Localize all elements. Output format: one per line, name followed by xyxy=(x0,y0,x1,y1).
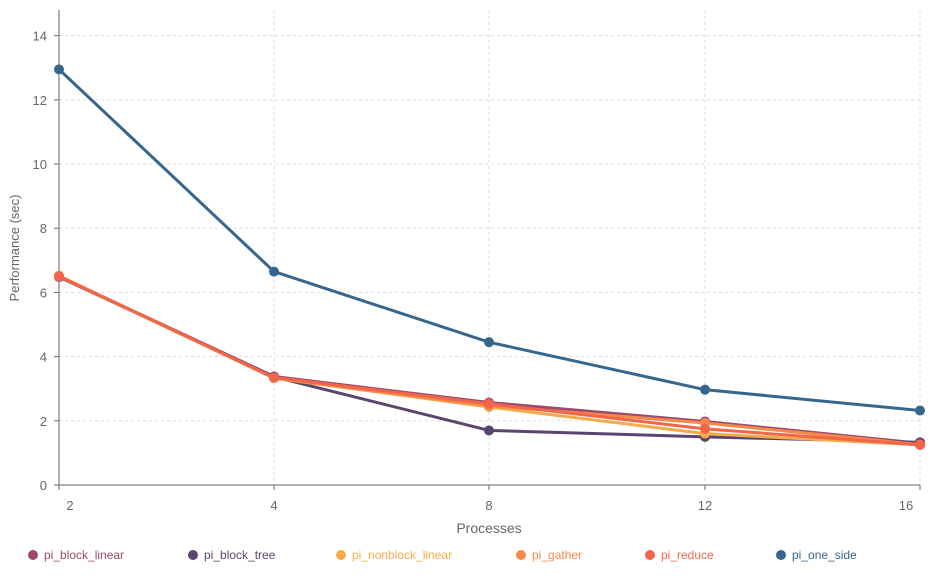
legend-item-pi_one_side[interactable]: pi_one_side xyxy=(776,548,857,562)
legend-label: pi_reduce xyxy=(661,548,714,562)
legend-label: pi_one_side xyxy=(792,548,857,562)
x-axis-label: Processes xyxy=(456,520,521,536)
legend-label: pi_nonblock_linear xyxy=(352,548,453,562)
legend-label: pi_gather xyxy=(532,548,583,562)
x-tick-label: 4 xyxy=(270,498,277,513)
legend-marker-icon xyxy=(28,550,38,560)
data-point xyxy=(269,372,279,383)
data-point xyxy=(54,64,64,75)
y-tick-label: 10 xyxy=(33,157,47,172)
y-tick-label: 14 xyxy=(33,29,47,44)
legend-marker-icon xyxy=(516,550,526,560)
legend-item-pi_nonblock_linear[interactable]: pi_nonblock_linear xyxy=(336,548,452,562)
y-axis-label: Performance (sec) xyxy=(7,195,22,302)
legend-item-pi_block_linear[interactable]: pi_block_linear xyxy=(28,548,124,562)
y-tick-label: 0 xyxy=(40,478,47,493)
y-tick-label: 8 xyxy=(40,221,47,236)
legend-label: pi_block_tree xyxy=(204,548,276,562)
series-pi_reduce xyxy=(54,271,925,450)
series-pi_one_side xyxy=(54,64,925,416)
data-point xyxy=(54,271,64,282)
x-tick-label: 12 xyxy=(698,498,712,513)
y-tick-label: 12 xyxy=(33,93,47,108)
legend-marker-icon xyxy=(645,550,655,560)
x-tick-label: 2 xyxy=(66,498,73,513)
legend-marker-icon xyxy=(188,550,198,560)
legend-item-pi_gather[interactable]: pi_gather xyxy=(516,548,582,562)
x-tick-label: 8 xyxy=(485,498,492,513)
data-point xyxy=(915,405,925,416)
plot-area: 0 2 4 6 8 10 12 14 2 4 8 12 16 Processes Performance (… xyxy=(7,10,925,536)
y-tick-label: 2 xyxy=(40,414,47,429)
x-tick-label: 16 xyxy=(899,498,913,513)
data-point xyxy=(484,425,494,436)
legend-item-pi_block_tree[interactable]: pi_block_tree xyxy=(188,548,275,562)
legend: pi_block_linear pi_block_tree pi_nonblock_… xyxy=(0,548,931,568)
legend-label: pi_block_linear xyxy=(44,548,125,562)
legend-item-pi_reduce[interactable]: pi_reduce xyxy=(645,548,714,562)
legend-marker-icon xyxy=(336,550,346,560)
data-point xyxy=(700,423,710,434)
y-tick-label: 6 xyxy=(40,285,47,300)
data-point xyxy=(915,439,925,450)
data-point xyxy=(700,384,710,395)
data-point xyxy=(484,337,494,348)
y-tick-label: 4 xyxy=(40,350,47,365)
legend-marker-icon xyxy=(776,550,786,560)
data-point xyxy=(269,266,279,277)
data-point xyxy=(484,398,494,409)
